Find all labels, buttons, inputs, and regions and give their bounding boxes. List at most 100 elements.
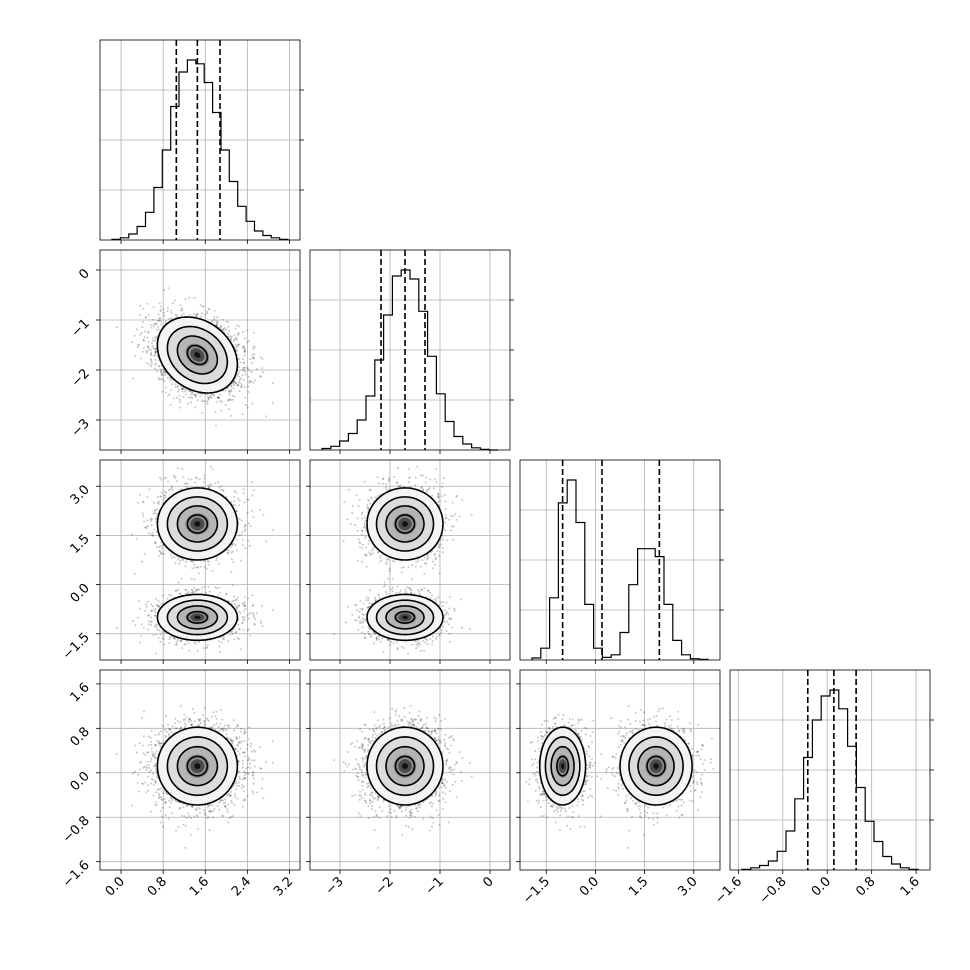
sample-point — [238, 610, 241, 613]
sample-point — [133, 334, 136, 337]
sample-point — [194, 481, 197, 484]
sample-point — [242, 330, 245, 333]
sample-point — [207, 398, 210, 401]
sample-point — [250, 380, 253, 383]
sample-point — [247, 385, 250, 388]
sample-point — [220, 401, 223, 404]
sample-point — [219, 651, 222, 654]
sample-point — [219, 399, 222, 402]
sample-point — [170, 317, 173, 320]
sample-point — [232, 382, 235, 384]
sample-point — [232, 340, 235, 343]
sample-point — [161, 544, 164, 547]
sample-point — [167, 394, 169, 397]
sample-point — [211, 319, 214, 322]
sample-point — [252, 604, 255, 607]
sample-point — [247, 628, 250, 631]
sample-point — [164, 391, 167, 394]
sample-point — [232, 381, 235, 384]
sample-point — [154, 512, 157, 515]
sample-point — [188, 649, 191, 652]
sample-point — [174, 643, 177, 646]
sample-point — [155, 338, 158, 340]
sample-point — [249, 525, 252, 528]
sample-point — [154, 322, 157, 325]
sample-point — [145, 603, 148, 606]
sample-point — [246, 406, 249, 409]
sample-point — [202, 481, 205, 483]
sample-point — [190, 390, 193, 393]
sample-point — [218, 397, 221, 399]
sample-point — [154, 339, 157, 342]
sample-point — [149, 519, 152, 522]
sample-point — [167, 287, 170, 290]
sample-point — [176, 467, 179, 470]
sample-point — [235, 606, 238, 609]
sample-point — [243, 386, 246, 389]
sample-point — [265, 540, 267, 543]
sample-point — [199, 303, 202, 306]
sample-point — [242, 544, 244, 547]
sample-point — [231, 550, 234, 553]
sample-point — [195, 394, 198, 397]
sample-point — [151, 318, 154, 321]
sample-point — [145, 350, 148, 353]
sample-point — [249, 380, 252, 383]
sample-point — [238, 381, 241, 384]
sample-point — [207, 586, 210, 588]
sample-point — [224, 404, 227, 406]
panel-2-2 — [519, 459, 724, 664]
sample-point — [236, 348, 239, 351]
panel-plot-area — [115, 465, 274, 655]
sample-point — [132, 377, 135, 380]
sample-point — [241, 346, 244, 349]
sample-point — [251, 605, 254, 608]
sample-point — [155, 323, 158, 326]
sample-point — [249, 634, 252, 637]
sample-point — [147, 345, 150, 348]
sample-point — [189, 390, 192, 393]
sample-point — [219, 393, 222, 396]
sample-point — [174, 385, 177, 388]
sample-point — [147, 349, 150, 352]
sample-point — [201, 312, 203, 315]
sample-point — [187, 478, 190, 480]
sample-point — [228, 398, 231, 401]
sample-point — [238, 325, 241, 328]
sample-point — [168, 489, 170, 492]
sample-point — [162, 308, 165, 310]
sample-point — [161, 390, 164, 393]
sample-point — [147, 314, 150, 317]
panel-0-0 — [99, 39, 304, 244]
sample-point — [142, 501, 145, 504]
sample-point — [248, 522, 250, 525]
sample-point — [132, 620, 135, 622]
sample-point — [164, 320, 167, 323]
sample-point — [191, 397, 194, 400]
sample-point — [224, 389, 227, 392]
sample-point — [227, 399, 230, 401]
sample-point — [203, 560, 206, 562]
sample-point — [147, 525, 149, 527]
sample-point — [243, 604, 246, 607]
sample-point — [240, 384, 243, 387]
panel-2-0 — [96, 459, 301, 664]
sample-point — [162, 497, 165, 500]
sample-point — [253, 353, 256, 356]
sample-point — [159, 305, 162, 308]
sample-point — [244, 524, 246, 527]
sample-point — [242, 379, 245, 382]
sample-point — [233, 381, 235, 384]
sample-point — [242, 488, 245, 491]
sample-point — [236, 338, 238, 341]
sample-point — [154, 322, 157, 325]
sample-point — [241, 616, 244, 618]
sample-point — [240, 385, 243, 388]
sample-point — [194, 406, 197, 409]
sample-point — [160, 374, 163, 376]
sample-point — [185, 640, 188, 643]
sample-point — [161, 378, 164, 380]
sample-point — [150, 603, 153, 606]
sample-point — [254, 617, 257, 620]
sample-point — [198, 478, 201, 481]
